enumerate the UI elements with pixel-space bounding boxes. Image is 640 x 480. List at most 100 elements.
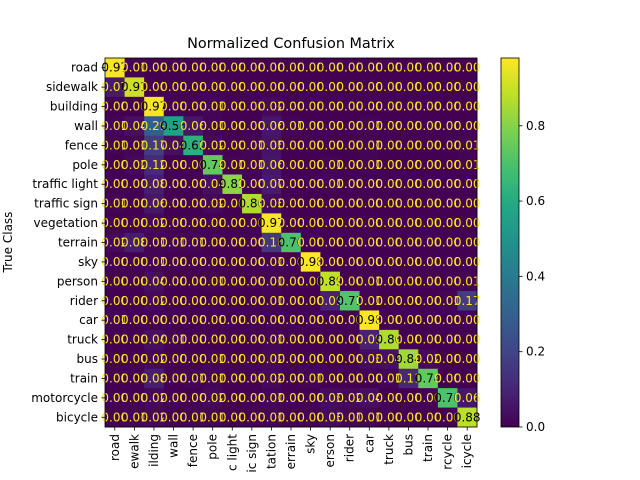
matrix-cell (242, 193, 263, 214)
cell-value-label: 0.00 (219, 313, 246, 327)
cell-value-label: 0.00 (258, 313, 285, 327)
cell-value-label: 0.01 (121, 410, 148, 424)
matrix-cell (437, 232, 458, 253)
matrix-cell (105, 77, 125, 98)
cell-value-label: 0.00 (160, 313, 187, 327)
matrix-cell (163, 135, 184, 156)
cell-value-label: 0.00 (336, 216, 363, 230)
cell-value-label: 0.00 (415, 274, 442, 288)
cell-value-label: 0.00 (297, 333, 324, 347)
cell-value-label: 0.01 (180, 371, 207, 385)
y-tick-label: bus (77, 352, 98, 366)
matrix-cell (418, 77, 439, 98)
matrix-cell (359, 193, 380, 214)
cell-value-label: 0.00 (278, 333, 305, 347)
cell-value-label: 0.08 (141, 177, 168, 191)
matrix-cell (398, 310, 419, 331)
cell-value-label: 0.00 (199, 255, 226, 269)
cell-value-label: 0.01 (454, 158, 481, 172)
cell-value-label: 0.00 (160, 61, 187, 75)
matrix-cell (183, 252, 204, 273)
matrix-cell (379, 271, 400, 292)
cell-value-label: 0.00 (101, 294, 128, 308)
cell-value-label: 0.00 (219, 294, 246, 308)
cell-value-label: 0.01 (356, 119, 383, 133)
cell-value-label: 0.00 (376, 119, 403, 133)
y-axis-ticks: road sidewalk building wall fence pole traffic… (31, 61, 105, 424)
matrix-cell (202, 310, 223, 331)
matrix-cell (202, 174, 223, 195)
cell-value-label: 0.01 (258, 274, 285, 288)
cell-value-label: 0.01 (258, 410, 285, 424)
matrix-cell (437, 58, 458, 78)
cell-value-label: 0.00 (376, 294, 403, 308)
cell-value-label: 0.00 (258, 61, 285, 75)
matrix-cell (300, 407, 321, 428)
cell-value-label: 0.00 (434, 216, 461, 230)
y-tick-label: motorcycle (31, 391, 98, 405)
matrix-cell (144, 349, 165, 370)
matrix-cell (398, 193, 419, 214)
cell-value-label: 0.00 (336, 80, 363, 94)
colorbar-tick-label: 0.4 (526, 269, 545, 283)
matrix-cell (281, 329, 302, 350)
cell-value-label: 0.00 (336, 158, 363, 172)
cell-value-label: 0.00 (101, 255, 128, 269)
matrix-cell (398, 271, 419, 292)
matrix-cell (183, 388, 204, 408)
matrix-cell (437, 291, 458, 311)
cell-value-label: 0.00 (121, 100, 148, 114)
cell-value-label: 0.00 (317, 313, 344, 327)
matrix-cell (222, 407, 243, 428)
matrix-cell (359, 329, 380, 350)
matrix-cell (281, 116, 302, 137)
matrix-cell (144, 310, 165, 331)
matrix-cell (202, 388, 223, 408)
matrix-cell (281, 291, 302, 311)
cell-value-label: 0.86 (376, 333, 403, 347)
cell-value-label: 0.00 (278, 80, 305, 94)
cell-value-label: 0.00 (356, 236, 383, 250)
cell-value-label: 0.00 (454, 119, 481, 133)
cell-value-label: 0.01 (199, 352, 226, 366)
matrix-cell (457, 116, 478, 137)
cell-value-label: 0.00 (121, 216, 148, 230)
cell-value-label: 0.00 (317, 61, 344, 75)
matrix-cell (144, 291, 165, 311)
matrix-cell (437, 407, 458, 428)
cell-value-label: 0.01 (238, 138, 265, 152)
cell-value-label: 0.00 (278, 177, 305, 191)
matrix-cell (379, 329, 400, 350)
matrix-cell (242, 174, 263, 195)
matrix-cell (300, 174, 321, 195)
cell-value-label: 0.00 (336, 255, 363, 269)
cell-value-label: 0.00 (238, 333, 265, 347)
matrix-cell (300, 135, 321, 156)
matrix-cell (418, 232, 439, 253)
colorbar-tick-label: 0.0 (526, 420, 545, 434)
matrix-cell (124, 291, 145, 311)
cell-value-label: 0.00 (434, 255, 461, 269)
cell-value-label: 0.00 (219, 274, 246, 288)
cell-value-label: 0.00 (376, 274, 403, 288)
cell-value-label: 0.00 (121, 294, 148, 308)
cell-value-label: 0.02 (199, 138, 226, 152)
matrix-cell (183, 58, 204, 78)
cell-value-label: 0.00 (454, 236, 481, 250)
matrix-cell (359, 116, 380, 137)
cell-value-label: 0.00 (454, 371, 481, 385)
matrix-cell (202, 58, 223, 78)
cell-value-label: 0.01 (238, 158, 265, 172)
cell-value-label: 0.00 (376, 158, 403, 172)
cell-value-label: 0.17 (141, 138, 168, 152)
cell-value-label: 0.74 (199, 158, 226, 172)
cell-value-label: 0.00 (434, 177, 461, 191)
matrix-cell (202, 271, 223, 292)
cell-value-label: 0.00 (317, 138, 344, 152)
cell-value-label: 0.12 (141, 158, 168, 172)
matrix-cell (418, 291, 439, 311)
matrix-cell (242, 271, 263, 292)
matrix-cell (261, 232, 282, 253)
cell-value-label: 0.04 (141, 333, 168, 347)
cell-value-label: 0.74 (415, 371, 442, 385)
